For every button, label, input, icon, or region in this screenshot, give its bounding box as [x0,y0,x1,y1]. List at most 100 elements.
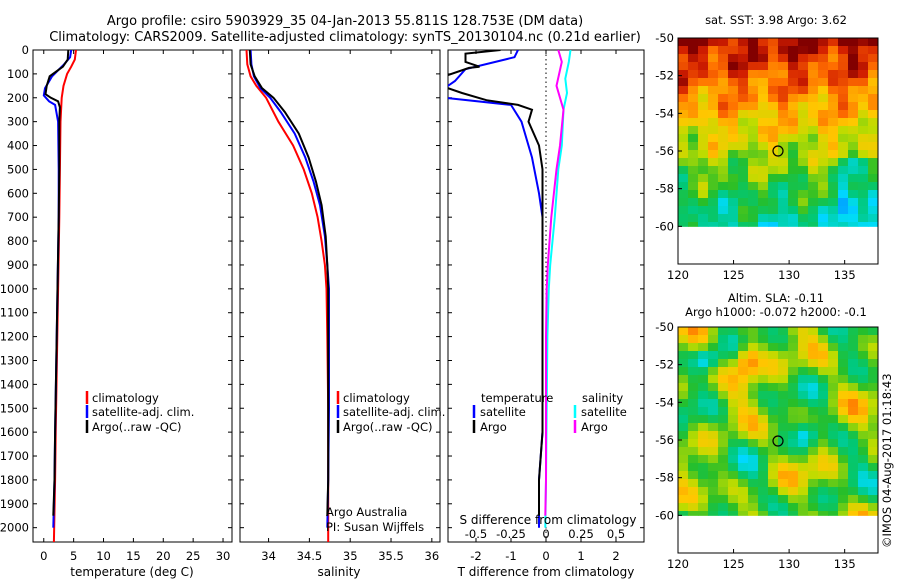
map-cell [708,455,719,464]
temperature-panel: 0100200300400500600700800900100011001200… [0,43,233,579]
map-cell [698,367,709,376]
map-cell [688,174,699,183]
map-cell [818,351,829,360]
map-cell [718,367,729,376]
map-cell [828,150,839,159]
map-cell [708,399,719,408]
map-cell [868,391,879,400]
map-cell [748,78,759,87]
map-cell [738,174,749,183]
map-cell [708,214,719,223]
map-cell [778,375,789,384]
map-cell [808,343,819,352]
map-cell [838,166,849,175]
map-cell [868,150,879,159]
map-cell [718,62,729,71]
map-cell [738,351,749,360]
map-cell [818,375,829,384]
map-cell [808,54,819,63]
map-cell [698,335,709,344]
map-cell [798,407,809,416]
map-cell [848,335,859,344]
map-cell [758,471,769,480]
map-cell [718,359,729,368]
map-cell [788,431,799,440]
map-cell [778,447,789,456]
map-cell [768,182,779,191]
map-cell [728,118,739,127]
map-cell [678,190,689,199]
map-cell [718,166,729,175]
map-cell [858,54,869,63]
map-cell [788,487,799,496]
depth-tick-label: 0 [22,43,29,57]
map-cell [798,214,809,223]
map-cell [748,479,759,488]
map-cell [778,335,789,344]
map-cell [778,54,789,63]
map-cell [838,495,849,504]
map-cell [778,206,789,215]
map-cell [708,383,719,392]
map-cell [858,126,869,135]
map-cell [708,367,719,376]
map-cell [778,439,789,448]
map-cell [868,70,879,79]
map-cell [728,38,739,47]
map-cell [798,166,809,175]
map-cell [748,495,759,504]
map-cell [868,383,879,392]
map-cell [818,54,829,63]
map-cell [798,487,809,496]
map-cell [678,407,689,416]
map-cell [688,375,699,384]
map-cell [828,78,839,87]
map-cell [818,190,829,199]
map-cell [858,214,869,223]
map-cell [818,399,829,408]
map-cell [788,46,799,55]
map-cell [688,415,699,424]
map-cell [738,447,749,456]
map-cell [678,455,689,464]
map-cell [758,511,769,516]
map-cell [718,182,729,191]
map-cell [788,495,799,504]
map-cell [868,487,879,496]
map-cell [768,335,779,344]
map-cell [698,327,709,336]
map-cell [848,359,859,368]
map-cell [728,335,739,344]
map-cell [758,415,769,424]
map-cell [838,503,849,512]
map-cell [698,102,709,111]
map-cell [808,174,819,183]
map-cell [678,142,689,151]
map-cell [778,399,789,408]
map-cell [768,78,779,87]
map-lat-label: -54 [655,106,674,120]
map-cell [818,455,829,464]
map-cell [678,166,689,175]
map-cell [868,222,879,227]
map-cell [748,471,759,480]
map-cell [838,174,849,183]
map-lat-label: -56 [655,433,674,447]
map-cell [678,54,689,63]
x-tick-label: 34 [261,549,276,563]
map-cell [788,439,799,448]
x-tick-label: 10 [96,549,111,563]
map-cell [848,198,859,207]
map-cell [758,407,769,416]
map-cell [768,102,779,111]
map-lon-label: 135 [834,268,856,282]
map-cell [728,62,739,71]
map-cell [718,142,729,151]
map-cell [788,126,799,135]
map-cell [798,423,809,432]
depth-tick-label: 1000 [0,282,29,296]
map-cell [678,70,689,79]
x-tick-label: 0 [40,549,47,563]
map-cell [718,511,729,516]
map-cell [858,487,869,496]
